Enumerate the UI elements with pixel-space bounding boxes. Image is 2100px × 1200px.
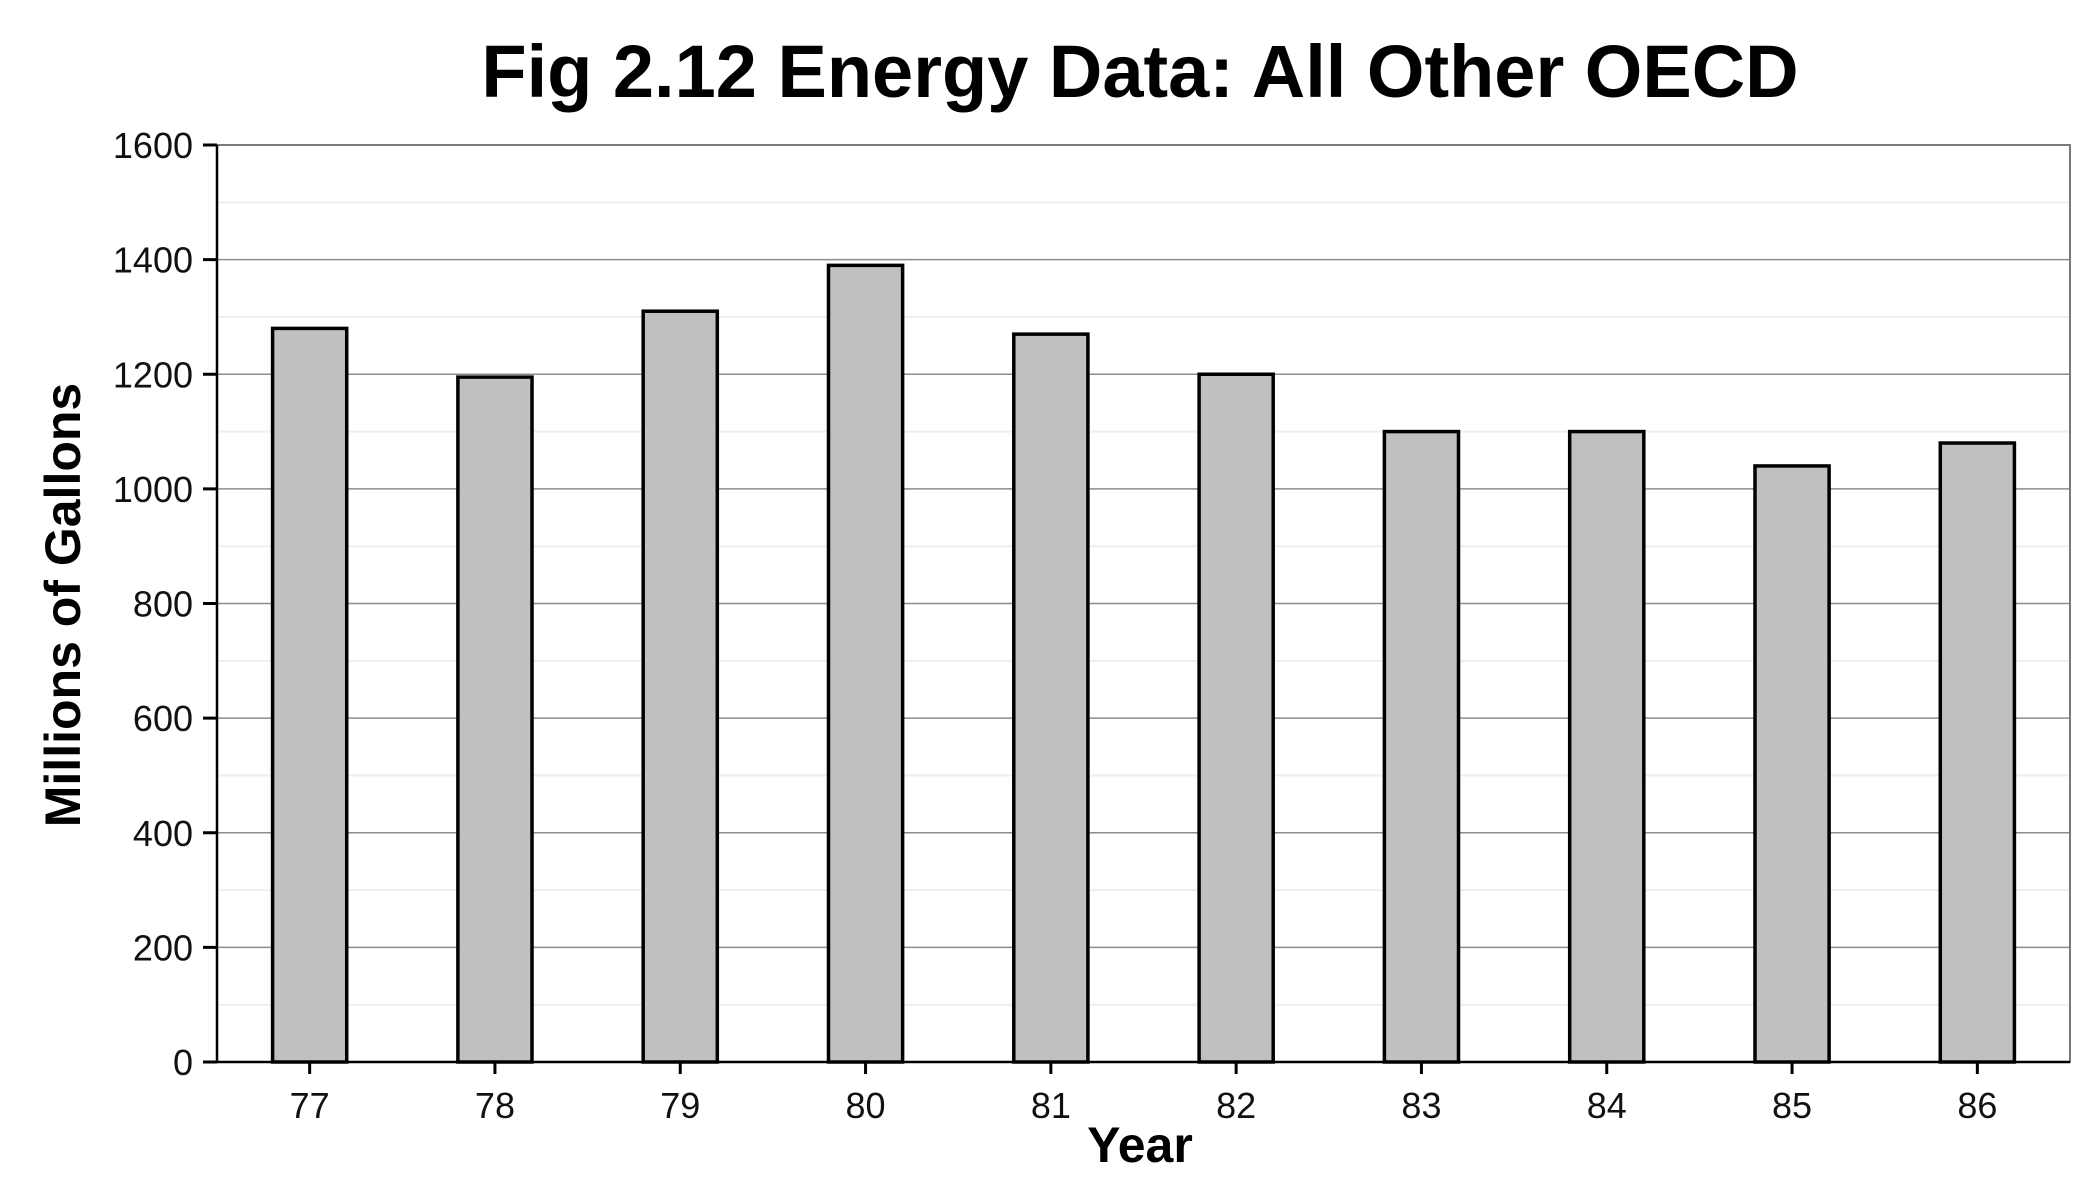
chart-title: Fig 2.12 Energy Data: All Other OECD [481,30,1798,113]
x-tick-label: 77 [290,1085,330,1126]
x-tick-label: 83 [1401,1085,1441,1126]
bar-86 [1938,441,2017,1064]
bar-78 [456,375,534,1064]
y-tick-label: 0 [173,1042,193,1083]
y-tick-label: 1000 [113,469,193,510]
x-tick-label: 79 [660,1085,700,1126]
bars [270,263,2017,1064]
x-tick-label: 80 [846,1085,886,1126]
bar-79 [641,309,720,1064]
y-axis-tick-labels: 0 200 400 600 800 1000 1200 1400 1600 [113,125,193,1083]
bar-77 [270,326,349,1064]
x-axis-title: Year [1087,1117,1193,1173]
y-tick-label: 200 [133,927,193,968]
x-tick-label: 85 [1772,1085,1812,1126]
x-tick-label: 81 [1031,1085,1071,1126]
axes [203,143,2070,1074]
bar-82 [1197,372,1275,1064]
bar-85 [1753,464,1831,1064]
x-tick-label: 86 [1957,1085,1997,1126]
y-axis-title: Millions of Gallons [35,383,91,827]
y-tick-label: 400 [133,813,193,854]
bar-83 [1382,429,1461,1064]
bar-84 [1567,429,1646,1064]
y-tick-label: 1400 [113,240,193,281]
y-tick-label: 1200 [113,354,193,395]
y-tick-label: 1600 [113,125,193,166]
bar-81 [1012,332,1090,1064]
x-axis-tick-labels: 77 78 79 80 81 82 83 84 85 86 [290,1085,1998,1126]
y-tick-label: 800 [133,584,193,625]
x-tick-label: 78 [475,1085,515,1126]
x-tick-label: 82 [1216,1085,1256,1126]
bar-80 [826,263,905,1064]
x-tick-label: 84 [1587,1085,1627,1126]
y-tick-label: 600 [133,698,193,739]
